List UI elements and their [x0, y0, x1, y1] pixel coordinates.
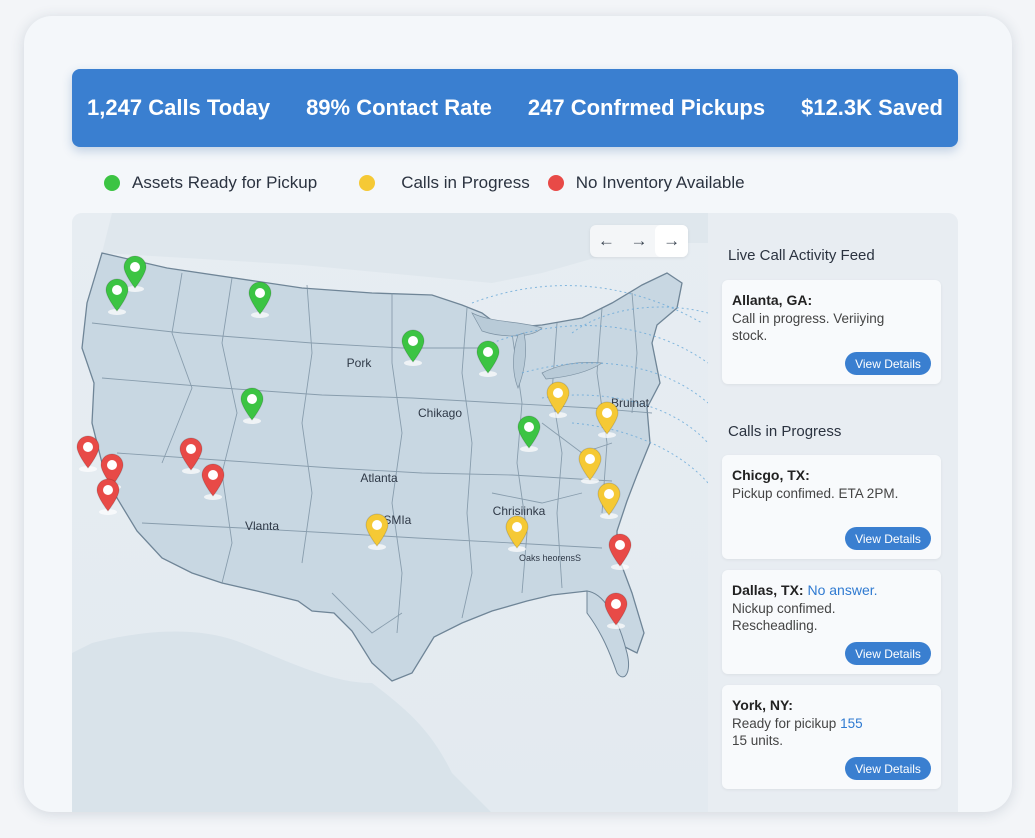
map-pin-red-icon[interactable]	[100, 453, 124, 487]
pin-shadow	[404, 360, 422, 366]
mexico-land	[72, 631, 491, 812]
pin-shadow	[368, 544, 386, 550]
map-label: Oaks heorensS	[518, 553, 582, 563]
map-pin-green-icon[interactable]	[401, 329, 425, 363]
pin-shadow	[520, 446, 538, 452]
pin-shadow	[204, 494, 222, 500]
activity-card: Dallas, TX: No answer. Nickup confimed. …	[722, 570, 941, 674]
stat-confirmed-pickups: 247 Confrmed Pickups	[527, 95, 766, 120]
map-pin-green-icon[interactable]	[105, 278, 129, 312]
map-label: Atlanta	[360, 471, 398, 485]
map-pin-red-icon[interactable]	[604, 592, 628, 626]
map-label: Pork	[346, 356, 372, 370]
card-title: Allanta, GA:	[732, 292, 813, 308]
card-body-tail: 15 units.	[732, 733, 784, 748]
card-body-highlight: 155	[840, 716, 863, 731]
back-arrow-icon[interactable]: ←	[597, 231, 615, 250]
map-pin-red-icon[interactable]	[76, 435, 100, 469]
green-dot-icon	[104, 175, 120, 191]
pin-shadow	[99, 509, 117, 515]
map-pin-green-icon[interactable]	[123, 255, 147, 289]
map-pin-red-icon[interactable]	[608, 533, 632, 567]
map-label: Bruinat	[610, 396, 650, 410]
card-body: Pickup confimed. ETA 2PM.	[732, 486, 899, 501]
card-title: York, NY:	[732, 697, 793, 713]
pin-shadow	[611, 564, 629, 570]
pin-shadow	[79, 466, 97, 472]
pin-shadow	[126, 286, 144, 292]
stat-calls-today: 1,247 Calls Today	[87, 95, 271, 120]
legend-item-no-inventory: No Inventory Available	[547, 173, 745, 193]
red-dot-icon	[547, 175, 564, 191]
view-details-button[interactable]: View Details	[845, 642, 931, 665]
card-body: Call in progress. Veriiying stock.	[732, 311, 885, 343]
card-title: Chicgo, TX:	[732, 467, 810, 483]
yellow-dot-icon	[359, 175, 376, 191]
pin-shadow	[182, 468, 200, 474]
feed-title: Live Call Activity Feed	[728, 247, 875, 264]
activity-card: York, NY: Ready for picikup 155 15 units…	[722, 685, 941, 789]
view-details-button[interactable]: View Details	[845, 352, 931, 375]
forward-arrow-icon[interactable]: →	[630, 231, 648, 250]
map-pin-green-icon[interactable]	[248, 281, 272, 315]
stat-contact-rate: 89% Contact Rate	[306, 95, 492, 120]
legend-item-ready: Assets Ready for Pickup	[104, 173, 317, 193]
map-legend: Assets Ready for Pickup Calls in Progres…	[104, 172, 775, 194]
map-pin-red-icon[interactable]	[96, 478, 120, 512]
pin-shadow	[479, 371, 497, 377]
map-pin-green-icon[interactable]	[517, 415, 541, 449]
map-label: Chrisiinka	[492, 504, 546, 518]
pin-shadow	[108, 309, 126, 315]
map-pin-yellow-icon[interactable]	[597, 482, 621, 516]
map-pin-yellow-icon[interactable]	[578, 447, 602, 481]
map-panel: Pork Chikago Atlanta Vlanta Bruinat Chri…	[72, 213, 958, 812]
legend-label: Calls in Progress	[401, 173, 530, 192]
legend-label: No Inventory Available	[575, 173, 745, 192]
card-body: Nickup confimed. Rescheadling.	[732, 601, 836, 633]
map-label: Vlanta	[244, 519, 280, 533]
usa-land	[81, 252, 683, 682]
pin-shadow	[581, 478, 599, 484]
stat-saved: $12.3K Saved	[801, 95, 943, 120]
activity-card: Chicgo, TX: Pickup confimed. ETA 2PM. Vi…	[722, 455, 941, 559]
us-map-graphic	[72, 213, 708, 812]
pin-shadow	[251, 312, 269, 318]
dashboard-card: 1,247 Calls Today 89% Contact Rate 247 C…	[24, 16, 1012, 812]
map-pin-yellow-icon[interactable]	[595, 401, 619, 435]
legend-label: Assets Ready for Pickup	[132, 173, 318, 192]
map-pin-green-icon[interactable]	[240, 387, 264, 421]
activity-card: Allanta, GA: Call in progress. Veriiying…	[722, 280, 941, 384]
card-body: Ready for picikup 155 15 units.	[732, 716, 863, 748]
map-pin-yellow-icon[interactable]	[546, 381, 570, 415]
next-arrow-icon[interactable]: →	[655, 225, 689, 257]
pin-shadow	[243, 418, 261, 424]
pin-shadow	[598, 432, 616, 438]
map-pin-red-icon[interactable]	[179, 437, 203, 471]
stats-bar: 1,247 Calls Today 89% Contact Rate 247 C…	[72, 69, 958, 147]
activity-sidebar: Live Call Activity Feed Allanta, GA: Cal…	[708, 213, 958, 812]
map-pin-yellow-icon[interactable]	[505, 515, 529, 549]
pin-shadow	[549, 412, 567, 418]
view-details-button[interactable]: View Details	[845, 757, 931, 780]
map-pin-green-icon[interactable]	[476, 340, 500, 374]
card-title: Dallas, TX: No answer.	[732, 582, 878, 598]
map-pin-red-icon[interactable]	[201, 463, 225, 497]
legend-item-progress: Calls in Progress	[359, 173, 530, 193]
card-title-highlight: No answer.	[807, 582, 878, 598]
view-details-button[interactable]: View Details	[845, 527, 931, 550]
pin-shadow	[607, 623, 625, 629]
pin-shadow	[508, 546, 526, 552]
map-label: Chikago	[417, 406, 463, 420]
map-pin-yellow-icon[interactable]	[365, 513, 389, 547]
map-nav-controls: ← → →	[590, 225, 689, 257]
us-map[interactable]: Pork Chikago Atlanta Vlanta Bruinat Chri…	[72, 213, 708, 812]
pin-shadow	[600, 513, 618, 519]
progress-title: Calls in Progress	[728, 423, 842, 440]
